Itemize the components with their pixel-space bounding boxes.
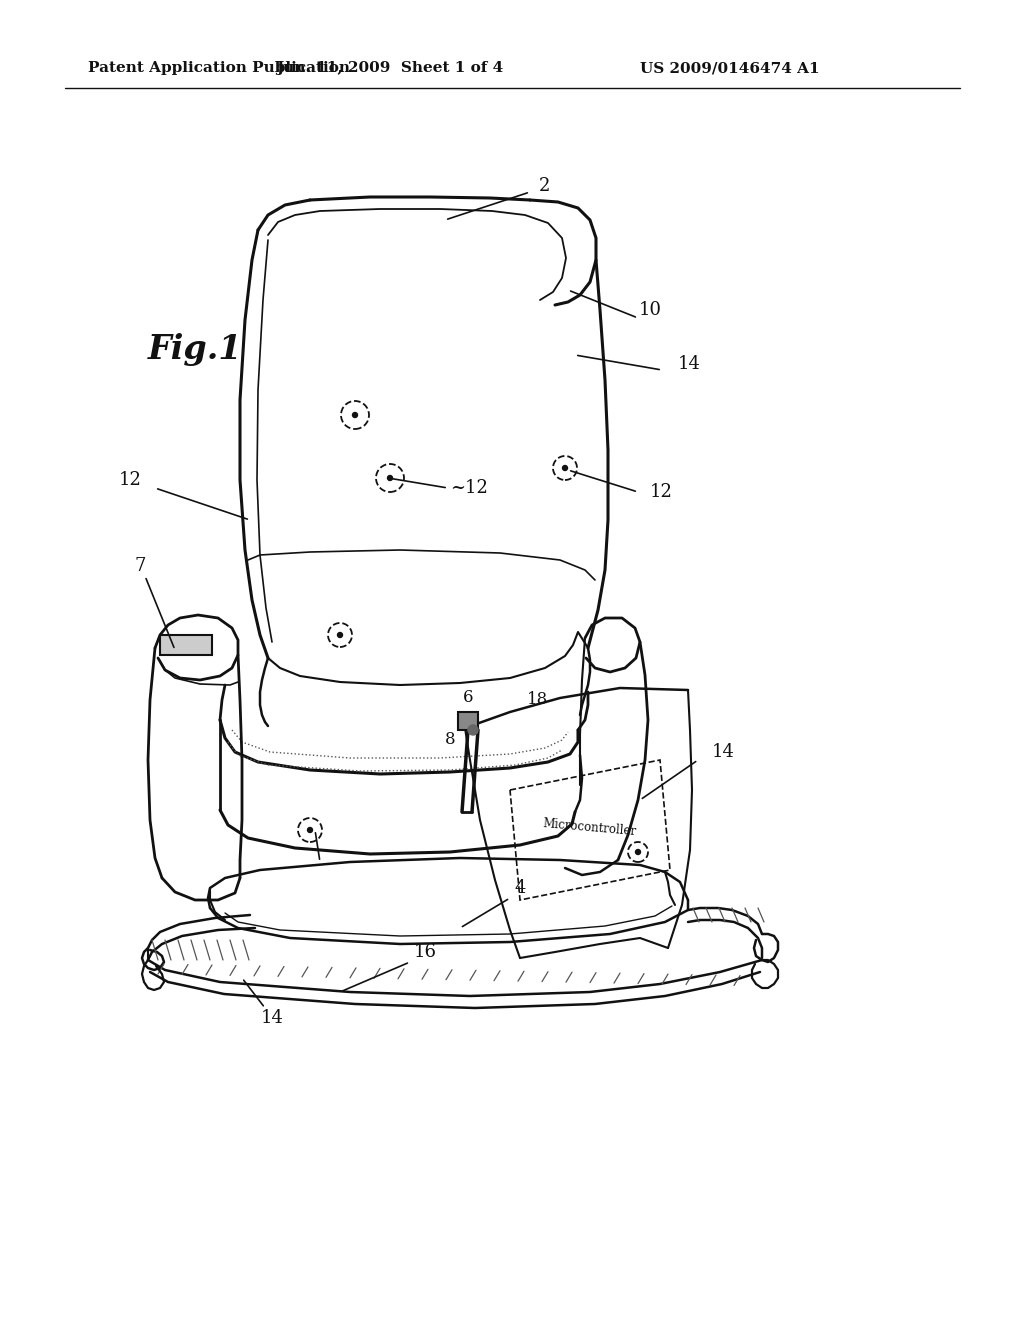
Bar	[458, 711, 478, 730]
Text: 16: 16	[414, 942, 436, 961]
Circle shape	[562, 466, 567, 470]
Text: 12: 12	[119, 471, 142, 488]
Circle shape	[338, 632, 342, 638]
Text: US 2009/0146474 A1: US 2009/0146474 A1	[640, 61, 820, 75]
Text: 8: 8	[444, 731, 456, 748]
Text: 14: 14	[678, 355, 700, 374]
Text: Jun. 11, 2009  Sheet 1 of 4: Jun. 11, 2009 Sheet 1 of 4	[276, 61, 504, 75]
Circle shape	[468, 725, 478, 735]
Circle shape	[387, 475, 392, 480]
Circle shape	[307, 828, 312, 833]
Text: ~12: ~12	[450, 479, 487, 498]
Text: 4: 4	[514, 879, 525, 898]
Text: 18: 18	[527, 692, 549, 709]
Text: Fig.1: Fig.1	[148, 334, 243, 367]
Circle shape	[636, 850, 640, 854]
Text: 14: 14	[260, 1008, 284, 1027]
Text: 2: 2	[540, 177, 551, 195]
Text: 6: 6	[463, 689, 473, 706]
Circle shape	[352, 412, 357, 417]
Text: 10: 10	[639, 301, 662, 319]
Text: 12: 12	[650, 483, 673, 502]
Text: 7: 7	[134, 557, 145, 576]
Bar	[160, 635, 212, 655]
Text: Microcontroller: Microcontroller	[543, 817, 637, 838]
Text: Patent Application Publication: Patent Application Publication	[88, 61, 350, 75]
Text: 14: 14	[712, 743, 735, 762]
